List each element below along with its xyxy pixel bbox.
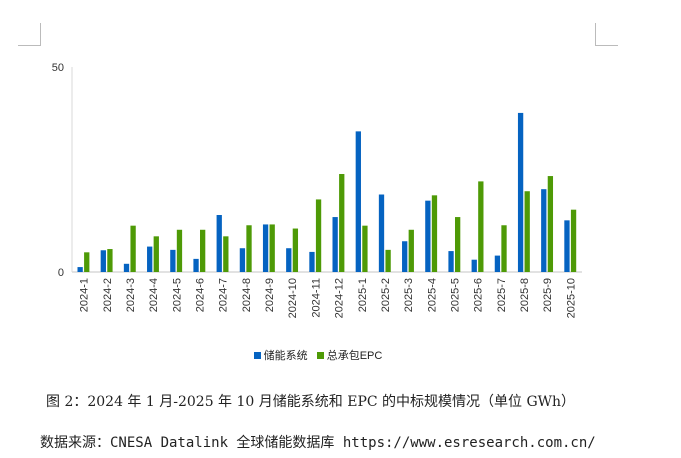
bar-storage-2024-9 [262,224,269,272]
bar-epc-2025-5 [455,217,461,272]
x-tick-label: 2025-6 [473,278,485,312]
y-tick-label: 0 [58,267,64,279]
bar-epc-2025-6 [478,181,484,272]
bar-storage-2024-10 [286,248,292,272]
bar-epc-2024-10 [292,228,299,272]
x-tick-label: 2024-4 [148,278,160,312]
x-tick-label: 2025-4 [426,278,438,312]
x-tick-label: 2025-7 [496,278,508,312]
bar-storage-2024-6 [193,258,199,272]
legend-swatch-storage [253,352,261,359]
chart-legend: 储能系统 总承包EPC [0,347,630,363]
bar-epc-2025-8 [524,191,530,272]
bar-storage-2024-1 [77,267,83,272]
bar-epc-2024-8 [246,225,252,272]
bar-storage-2025-2 [378,194,385,272]
x-tick-label: 2024-9 [264,278,276,312]
corner-mark-left [18,23,41,46]
bar-epc-2024-9 [269,224,275,272]
bar-storage-2025-4 [425,200,431,272]
x-tick-label: 2024-12 [334,278,346,318]
bar-storage-2024-12 [332,217,338,272]
x-tick-label: 2025-1 [357,278,369,312]
bar-epc-2024-7 [223,236,229,272]
bar-epc-2025-9 [547,176,554,272]
bar-epc-2025-1 [362,225,368,272]
bar-epc-2025-4 [431,195,438,272]
bar-storage-2025-9 [541,189,547,272]
x-tick-label: 2024-10 [287,278,299,318]
bar-storage-2024-8 [239,248,246,272]
legend-label-epc: 总承包EPC [326,350,383,362]
bar-epc-2024-3 [130,225,136,272]
corner-mark-right [595,23,618,46]
x-tick-label: 2024-3 [125,278,137,312]
bar-storage-2024-4 [147,246,153,272]
legend-label-storage: 储能系统 [263,350,308,362]
x-tick-label: 2025-9 [542,278,554,312]
bar-storage-2024-11 [309,251,315,272]
bar-epc-2025-2 [385,249,391,272]
x-tick-label: 2025-5 [450,278,462,312]
bar-epc-2024-4 [153,236,159,272]
bar-chart: 0 50 2024-1 2024-2 2024-3 2024-4 2024-5 2024-6 2… [52,62,582,318]
bar-epc-2025-7 [501,225,507,272]
bar-storage-2024-2 [100,250,106,272]
x-tick-label: 2024-11 [310,278,322,318]
bar-storage-2025-6 [471,259,477,272]
x-tick-label: 2024-5 [171,278,183,312]
figure-caption: 图 2：2024 年 1 月-2025 年 10 月储能系统和 EPC 的中标规… [46,394,576,410]
y-tick-label: 50 [52,62,64,74]
bar-storage-2025-1 [355,131,361,272]
bar-epc-2024-11 [315,199,322,272]
bar-storage-2024-7 [216,215,222,272]
legend-swatch-epc [316,352,324,359]
bar-storage-2024-3 [123,263,130,272]
bar-epc-2024-12 [339,174,345,272]
x-tick-label: 2025-10 [565,278,577,318]
bar-epc-2025-10 [570,209,577,272]
x-tick-label: 2024-6 [195,278,207,312]
bar-epc-2024-5 [176,229,183,272]
x-tick-label: 2024-1 [79,278,91,312]
bar-storage-2025-7 [494,255,501,272]
x-tick-label: 2024-2 [102,278,114,312]
bar-storage-2024-5 [170,249,176,272]
data-source: 数据来源：CNESA Datalink 全球储能数据库 https://www.… [40,435,596,451]
bar-epc-2024-6 [200,229,206,272]
bar-storage-2025-5 [448,251,454,272]
bar-storage-2025-8 [517,112,524,272]
bar-epc-2025-3 [408,229,414,272]
x-tick-label: 2024-8 [241,278,253,312]
x-tick-label: 2025-8 [519,278,531,312]
x-tick-label: 2025-2 [380,278,392,312]
x-tick-label: 2025-3 [403,278,415,312]
bar-epc-2024-1 [84,252,90,272]
bar-storage-2025-10 [564,220,570,272]
x-tick-label: 2024-7 [218,278,230,312]
bar-epc-2024-2 [107,249,113,272]
bar-storage-2025-3 [402,241,408,272]
